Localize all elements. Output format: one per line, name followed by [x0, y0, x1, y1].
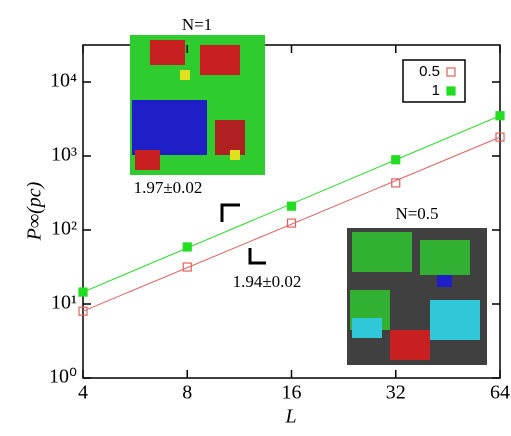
- marker: [182, 262, 192, 272]
- y-tick-label: 10⁰: [49, 366, 77, 388]
- x-tick-label: 16: [282, 382, 302, 404]
- legend-marker: [446, 86, 456, 96]
- legend-marker: [446, 67, 456, 77]
- inset-bottom: [347, 228, 487, 365]
- inset-top: [130, 35, 265, 175]
- fit-line: [82, 136, 501, 312]
- annotation: N=0.5: [395, 204, 438, 223]
- legend-label: 0.5: [419, 63, 440, 80]
- x-tick-label: 4: [78, 382, 88, 404]
- marker: [391, 155, 401, 165]
- annotation: 1.94±0.02: [233, 272, 302, 291]
- x-tick-label: 64: [490, 382, 510, 404]
- marker: [286, 218, 297, 228]
- y-tick-label: 10³: [51, 144, 77, 166]
- marker: [286, 201, 297, 211]
- y-axis-label: P∞(pc): [24, 181, 46, 241]
- marker: [495, 132, 505, 142]
- marker: [78, 287, 88, 297]
- legend-label: 1: [432, 82, 440, 99]
- marker: [78, 306, 88, 316]
- y-tick-label: 10¹: [51, 292, 77, 314]
- slope-marker: [220, 203, 240, 222]
- annotation: 1.97±0.02: [134, 178, 203, 197]
- x-tick-label: 8: [182, 382, 192, 404]
- marker: [495, 111, 505, 121]
- y-tick-label: 10²: [51, 218, 77, 240]
- marker: [391, 178, 401, 188]
- x-axis-label: L: [284, 406, 296, 428]
- annotation: N=1: [182, 15, 212, 34]
- y-tick-label: 10⁴: [50, 70, 77, 92]
- slope-marker: [248, 248, 266, 265]
- marker: [182, 242, 192, 252]
- x-tick-label: 32: [386, 382, 406, 404]
